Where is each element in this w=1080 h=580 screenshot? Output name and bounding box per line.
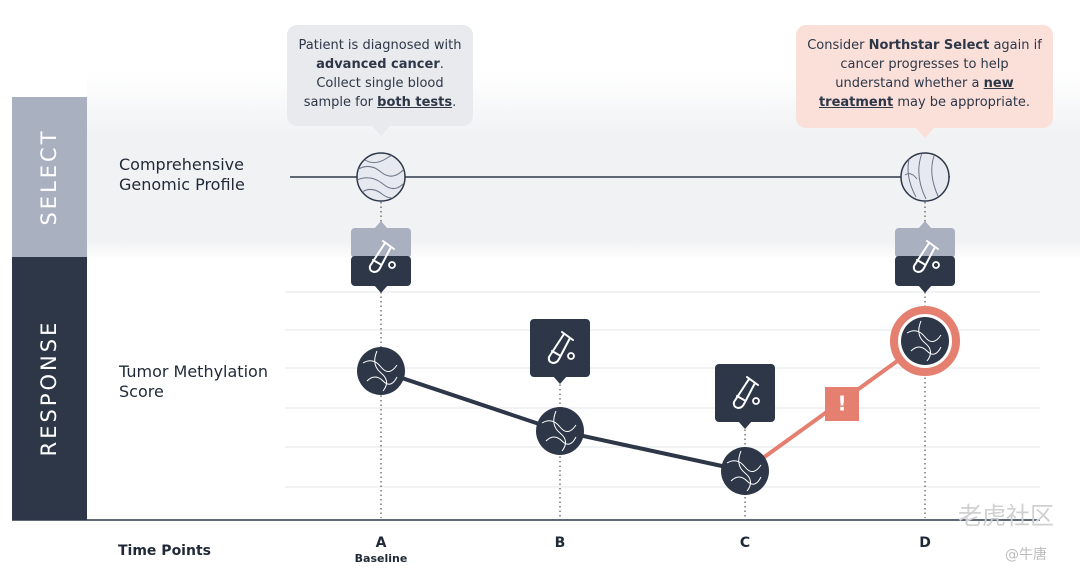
methylation-point bbox=[536, 407, 584, 455]
point-texture bbox=[726, 450, 762, 492]
time-point: C bbox=[740, 535, 750, 551]
callout-text: may be appropriate. bbox=[893, 95, 1031, 110]
box bbox=[530, 319, 590, 377]
callout-progression: Consider Northstar Select again if cance… bbox=[796, 25, 1053, 128]
time-point: B bbox=[555, 535, 566, 551]
test-tube-box bbox=[530, 319, 590, 384]
select-band bbox=[12, 97, 87, 257]
box-pointer bbox=[738, 421, 752, 429]
point bbox=[901, 317, 949, 365]
box-top bbox=[895, 228, 955, 258]
box-top bbox=[351, 228, 411, 258]
tube-icon bbox=[547, 331, 574, 365]
tms-label: Tumor Methylation Score bbox=[119, 362, 268, 401]
methylation-points bbox=[357, 317, 949, 495]
box-pointer bbox=[374, 285, 388, 293]
point bbox=[721, 447, 769, 495]
box bbox=[715, 364, 775, 422]
callout-text: advanced cancer bbox=[316, 57, 440, 72]
callout-pointer bbox=[371, 125, 391, 136]
test-tube-box bbox=[895, 221, 955, 293]
callout-text: Consider bbox=[807, 38, 869, 53]
callout-pointer bbox=[915, 127, 935, 138]
methylation-point bbox=[721, 447, 769, 495]
callout-text: again if cancer progresses to help under… bbox=[835, 38, 1042, 91]
select-label: SELECT bbox=[37, 128, 61, 225]
callout-text: Northstar Select bbox=[868, 38, 990, 53]
box-bottom bbox=[351, 256, 411, 286]
box-pointer bbox=[553, 376, 567, 384]
response-label: RESPONSE bbox=[37, 320, 61, 457]
response-band bbox=[12, 257, 87, 520]
cgp-sample-a bbox=[356, 152, 406, 202]
box-pointer bbox=[918, 285, 932, 293]
point bbox=[536, 407, 584, 455]
grid bbox=[285, 291, 1040, 488]
point-texture bbox=[541, 410, 577, 452]
time-point: D bbox=[919, 535, 931, 551]
tube-icon bbox=[912, 240, 939, 274]
box-pointer bbox=[374, 221, 388, 229]
cgp-label: Comprehensive Genomic Profile bbox=[119, 155, 245, 194]
callout-text: new treatment bbox=[818, 76, 1014, 110]
tube-drop bbox=[388, 261, 396, 269]
watermark: 老虎社区 bbox=[958, 502, 1054, 530]
time-point: A bbox=[376, 535, 387, 551]
tube-icon bbox=[368, 240, 395, 274]
time-point-sublabel: Baseline bbox=[355, 552, 408, 565]
callout-diagnosis: Patient is diagnosed with advanced cance… bbox=[287, 25, 473, 126]
tube-drop bbox=[932, 261, 940, 269]
point-texture bbox=[362, 350, 398, 392]
callout-text: . bbox=[452, 95, 457, 110]
point bbox=[357, 347, 405, 395]
tube-drop bbox=[752, 397, 760, 405]
cgp-sample-d bbox=[900, 152, 950, 202]
callout-text: . Collect single blood sample for bbox=[303, 57, 444, 110]
box-bottom bbox=[895, 256, 955, 286]
time-points-label: Time Points bbox=[118, 543, 211, 559]
tube-drop bbox=[567, 352, 575, 360]
methylation-point bbox=[357, 347, 405, 395]
tube-icon bbox=[732, 376, 759, 410]
test-tube-box bbox=[351, 221, 411, 293]
alert-box bbox=[825, 387, 859, 421]
test-tube-box bbox=[715, 364, 775, 429]
methylation-point bbox=[901, 317, 949, 365]
point-texture bbox=[906, 320, 942, 362]
watermark-handle: @牛唐 bbox=[1005, 546, 1047, 563]
alert-icon: ! bbox=[837, 392, 846, 416]
callout-text: both tests bbox=[377, 95, 453, 110]
box-pointer bbox=[918, 221, 932, 229]
callout-text: Patient is diagnosed with bbox=[298, 38, 462, 53]
test-tube-icons bbox=[351, 221, 955, 429]
